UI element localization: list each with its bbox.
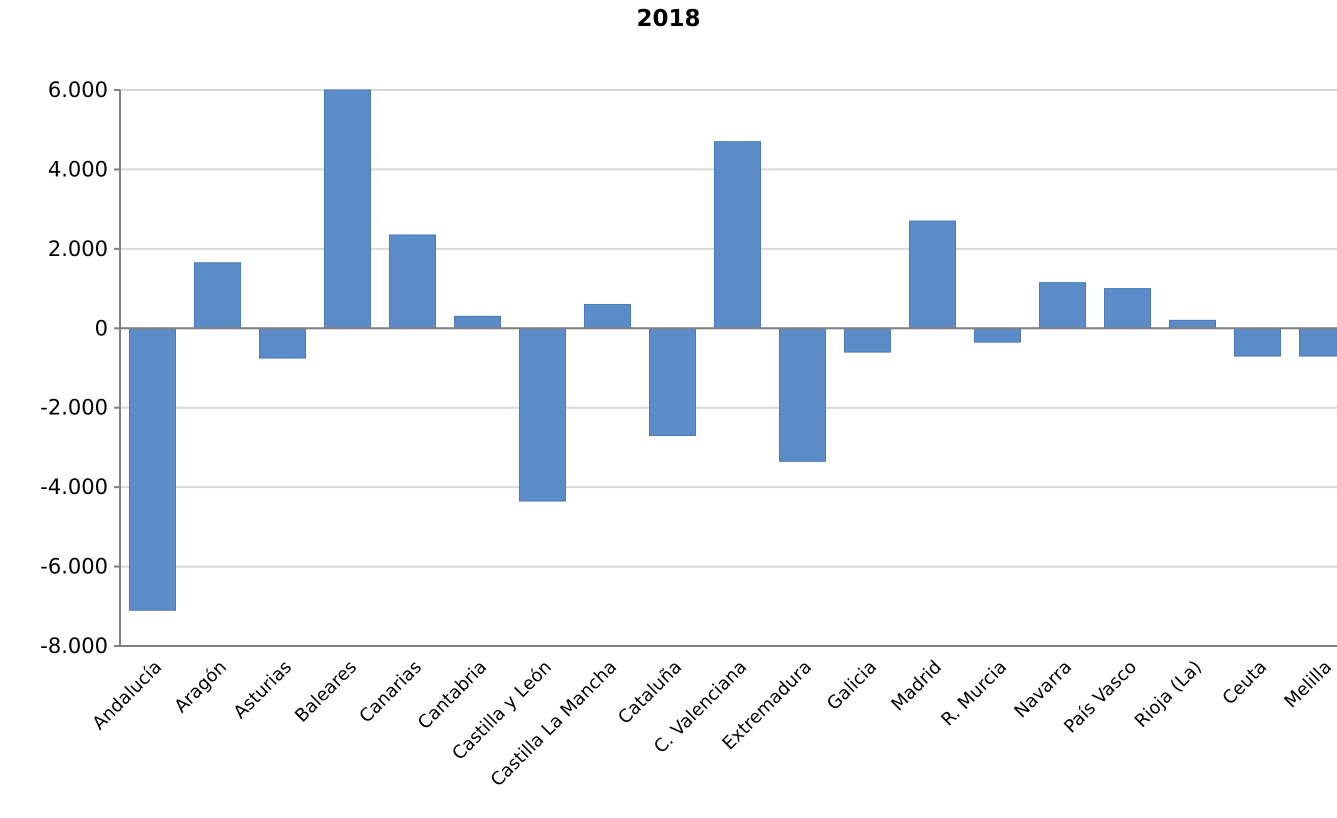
bars [129, 89, 1337, 611]
x-tick-label: Ceuta [1219, 657, 1271, 709]
chart-title: 2018 [636, 6, 701, 32]
bar-castilla-y-le-n [519, 327, 566, 502]
bar-rioja-la- [1169, 319, 1216, 329]
bar-galicia [844, 327, 891, 353]
y-tick-label: -4.000 [40, 475, 108, 499]
bar-r-murcia [974, 327, 1021, 343]
y-tick-label: -6.000 [40, 555, 108, 579]
x-tick-label: R. Murcia [937, 657, 1011, 731]
y-tick-label: -8.000 [40, 634, 108, 658]
bar-pa-s-vasco [1104, 288, 1151, 329]
x-tick-label: Madrid [887, 657, 946, 716]
x-tick-label: Asturias [230, 657, 296, 723]
bar-asturias [259, 327, 306, 359]
y-axis-ticks: -8.000 -6.000 -4.000 -2.000 0 2.000 4.000 6.000 [40, 78, 108, 658]
x-tick-label: Melilla [1280, 657, 1336, 713]
bar-castilla-la-mancha [584, 303, 631, 329]
bar-canarias [389, 234, 436, 329]
y-tick-label: 0 [95, 316, 108, 340]
x-tick-label: Andalucía [89, 657, 166, 734]
bar-baleares [324, 89, 371, 329]
bar-arag-n [194, 262, 241, 329]
x-tick-label: Castilla La Mancha [487, 657, 621, 791]
y-tick-label: 4.000 [48, 157, 108, 181]
y-tick-label: 6.000 [48, 78, 108, 102]
bar-navarra [1039, 282, 1086, 329]
bar-madrid [909, 220, 956, 329]
bar-cantabria [454, 315, 501, 329]
bar-extremadura [779, 327, 826, 462]
y-tick-label: -2.000 [40, 396, 108, 420]
x-tick-label: Rioja (La) [1131, 657, 1206, 732]
bar-ceuta [1234, 327, 1281, 357]
x-tick-label: Aragón [171, 657, 232, 718]
bar-andaluc-a [129, 327, 176, 611]
bar-catalu-a [649, 327, 696, 437]
bar-c-valenciana [714, 141, 761, 329]
axes [114, 89, 1337, 647]
x-axis-ticks: Andalucía AragónAsturiasBalearesCanariasC… [89, 657, 1336, 791]
y-tick-label: 2.000 [48, 237, 108, 261]
x-tick-label: Baleares [291, 657, 361, 727]
x-tick-label: Navarra [1010, 657, 1076, 723]
bar-melilla [1299, 327, 1337, 357]
x-tick-label: Galicia [823, 657, 881, 715]
